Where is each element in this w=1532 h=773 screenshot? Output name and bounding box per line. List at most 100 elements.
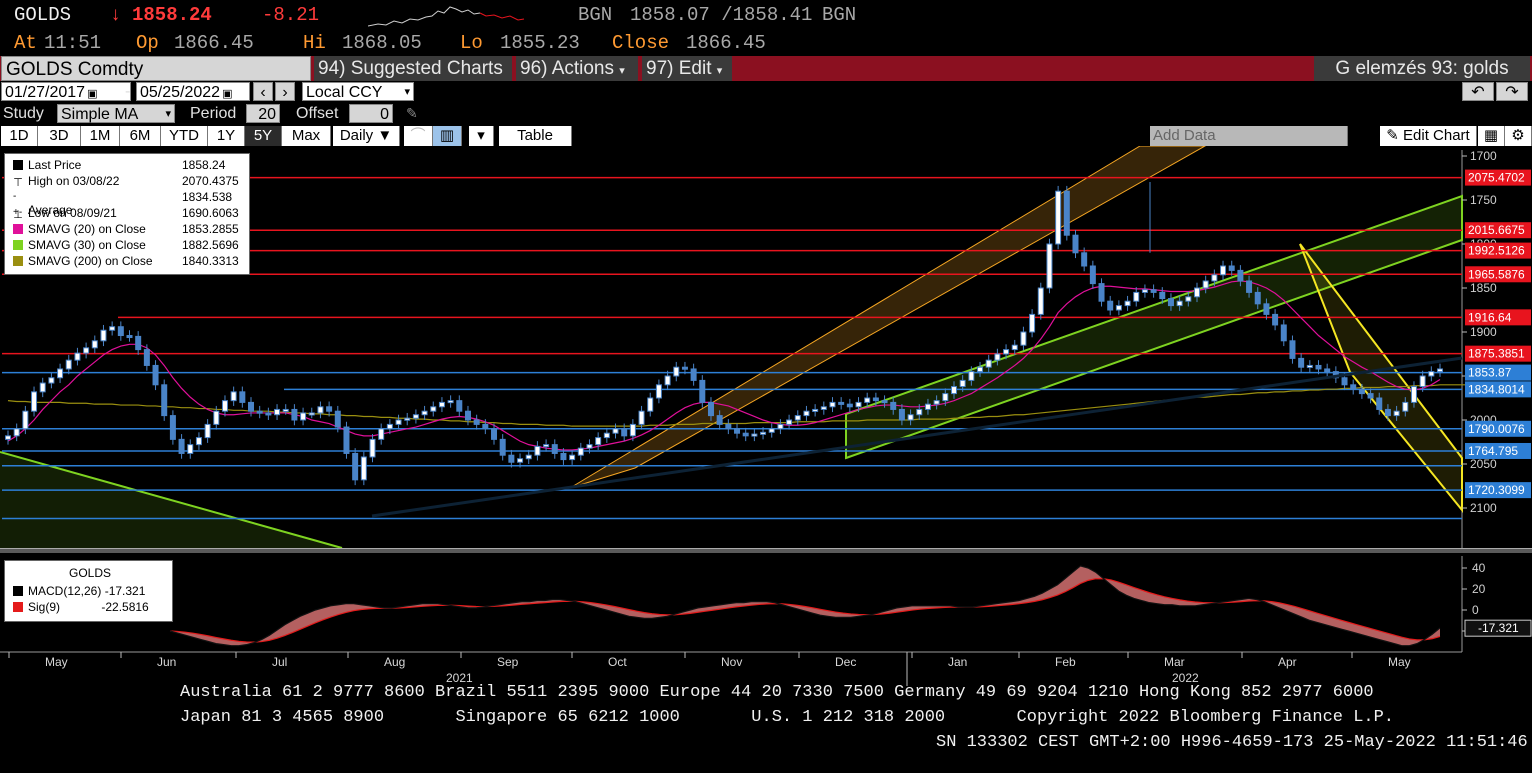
suggested-charts-button[interactable]: 94) Suggested Charts [314, 56, 512, 81]
gear-icon[interactable]: ⚙ [1505, 126, 1532, 146]
macd-tick-label: 40 [1472, 561, 1486, 575]
average-marker-icon: -+- [13, 191, 23, 218]
tab-1d[interactable]: 1D [1, 126, 38, 146]
candle [768, 428, 775, 433]
candle [1419, 375, 1426, 388]
prev-period-button[interactable]: ‹ [253, 82, 273, 101]
pencil-icon[interactable]: ✎ [406, 105, 418, 121]
macd-last-tag [1464, 619, 1532, 637]
redo-button[interactable]: ↷ [1496, 82, 1528, 101]
year-label: 2021 [446, 671, 473, 685]
candle [907, 414, 914, 421]
quote-time: 11:51 [44, 32, 102, 54]
candle [994, 353, 1001, 361]
study-select[interactable]: Simple MA ▾ [57, 104, 175, 123]
blue-level-tag [1465, 420, 1531, 437]
month-label: Apr [1278, 655, 1297, 669]
candle [1150, 289, 1157, 293]
legend-row: ⊤ High on 03/08/22 [13, 173, 119, 189]
currency-select[interactable]: Local CCY ▾ [302, 82, 414, 101]
legend-value: 1840.3313 [182, 254, 239, 268]
legend-value: 1690.6063 [182, 206, 239, 220]
red-level-label: 1965.5876 [1468, 267, 1525, 281]
legend-swatch [13, 240, 23, 250]
currency-value: Local CCY [306, 84, 383, 101]
candle [83, 347, 90, 354]
period-input[interactable]: 20 [246, 104, 280, 123]
actions-menu[interactable]: 96) Actions ▾ [516, 56, 638, 81]
candle [760, 431, 767, 435]
legend-swatch [13, 586, 23, 596]
chart-options-icon[interactable]: ▦ [1478, 126, 1505, 146]
candle [1081, 252, 1088, 267]
macd-legend: GOLDS MACD(12,26) -17.321 Sig(9) -22.581… [4, 560, 173, 622]
candle-chart-icon[interactable]: ▥ [433, 126, 462, 146]
add-data-input[interactable]: Add Data [1150, 126, 1348, 146]
next-period-button[interactable]: › [275, 82, 295, 101]
footer-phones-1: Australia 61 2 9777 8600 Brazil 5511 239… [180, 683, 1374, 702]
candle [178, 438, 185, 454]
security-field[interactable]: GOLDS Comdty [1, 56, 311, 81]
tab-1m[interactable]: 1M [81, 126, 120, 146]
candle [1237, 269, 1244, 282]
month-label: Oct [608, 655, 627, 669]
candle [1133, 291, 1140, 302]
edit-menu[interactable]: 97) Edit ▾ [642, 56, 732, 81]
candle [22, 410, 29, 430]
line-chart-icon[interactable]: ⌒ [404, 126, 433, 146]
candle [404, 417, 411, 421]
candle [13, 428, 20, 437]
candle [430, 406, 437, 412]
tab-max[interactable]: Max [282, 126, 331, 146]
tab-6m[interactable]: 6M [120, 126, 161, 146]
candle [378, 428, 385, 440]
candle [1107, 300, 1114, 311]
candle [482, 423, 489, 430]
edit-chart-button[interactable]: ✎ Edit Chart [1380, 126, 1477, 146]
candle [603, 432, 610, 439]
candle [734, 428, 741, 434]
candle [1202, 280, 1209, 289]
candle [1072, 234, 1079, 254]
undo-button[interactable]: ↶ [1462, 82, 1494, 101]
month-label: Sep [497, 655, 519, 669]
frequency-select[interactable]: Daily ▼ [333, 126, 400, 146]
candle [1011, 344, 1018, 351]
blue-level-tag [1465, 364, 1531, 381]
candle [386, 423, 393, 430]
start-date-field[interactable]: 01/27/2017 ▣ [1, 82, 131, 101]
table-button[interactable]: Table [499, 126, 572, 146]
price-chart[interactable]: 2100205020001950190018501800175017002075… [0, 146, 1532, 686]
red-level-tag [1465, 345, 1531, 362]
candle [855, 401, 862, 408]
study-value: Simple MA [61, 106, 139, 123]
legend-value: 1853.2855 [182, 222, 239, 236]
tab-1y[interactable]: 1Y [208, 126, 245, 146]
tab-ytd[interactable]: YTD [161, 126, 208, 146]
tab-5y[interactable]: 5Y [245, 126, 282, 146]
blue-level-label: 1764.795 [1468, 444, 1518, 458]
blue-level-tag [1465, 442, 1531, 459]
candle [629, 423, 636, 437]
tab-3d[interactable]: 3D [38, 126, 81, 146]
candle [543, 444, 550, 448]
price-tick-label: 1700 [1470, 149, 1497, 163]
candle [751, 433, 758, 437]
chart-type-dropdown-icon[interactable]: ▾ [469, 126, 494, 146]
candle [248, 401, 255, 412]
candle [126, 335, 133, 339]
candle [551, 444, 558, 454]
price-tick-label: 1850 [1470, 281, 1497, 295]
candle [786, 419, 793, 425]
candle [326, 406, 333, 412]
end-date-field[interactable]: 05/25/2022 ▣ [136, 82, 250, 101]
candle [569, 454, 576, 461]
footer-phones-2: Japan 81 3 4565 8900 Singapore 65 6212 1… [180, 708, 1394, 727]
candle [369, 438, 376, 458]
candle [794, 415, 801, 421]
macd-line [169, 565, 1441, 647]
candle [959, 379, 966, 388]
offset-input[interactable]: 0 [349, 104, 393, 123]
candle [1141, 289, 1148, 293]
candle [560, 452, 567, 461]
